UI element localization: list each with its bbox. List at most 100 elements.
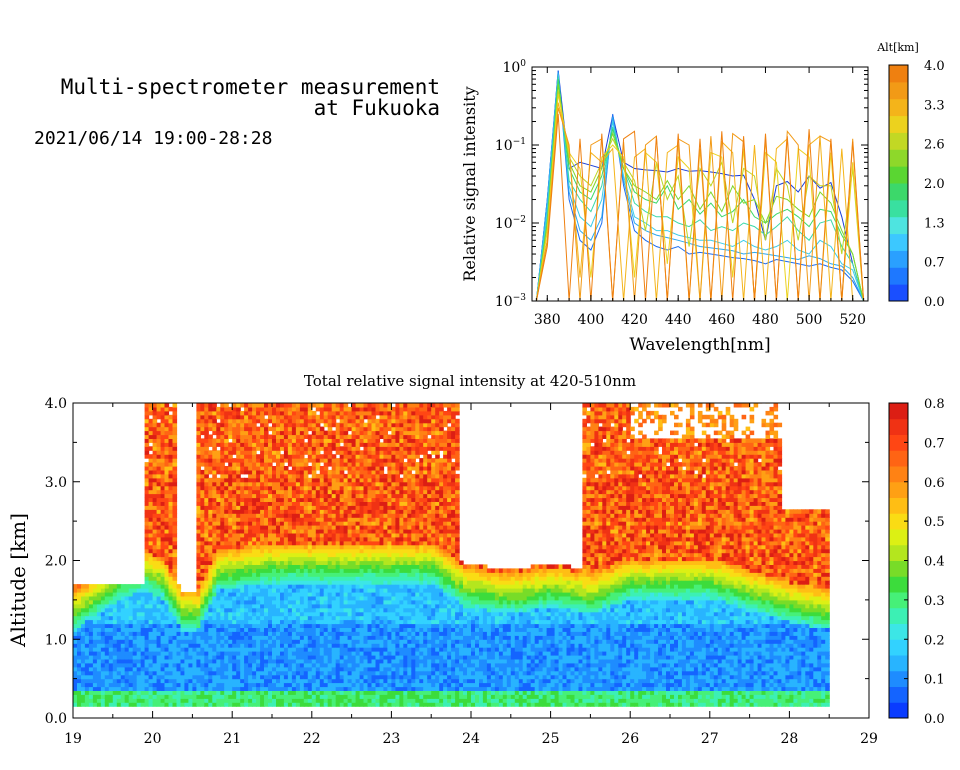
heatmap-cell xyxy=(343,611,349,617)
heatmap-cell xyxy=(311,568,317,573)
heatmap-cell xyxy=(148,509,154,514)
heatmap-cell xyxy=(228,690,233,695)
heatmap-cell xyxy=(148,674,154,680)
heatmap-cell xyxy=(176,631,182,636)
heatmap-cell xyxy=(152,615,158,621)
heatmap-cell xyxy=(104,592,110,597)
heatmap-cell xyxy=(327,686,333,691)
heatmap-cell xyxy=(339,595,345,601)
heatmap-cell xyxy=(359,592,365,597)
heatmap-cell xyxy=(132,615,138,621)
heatmap-cell xyxy=(204,430,209,436)
heatmap-cell xyxy=(164,536,170,542)
heatmap-cell xyxy=(295,690,301,695)
heatmap-cell xyxy=(212,690,217,695)
heatmap-cell xyxy=(77,603,82,609)
heatmap-cell xyxy=(327,674,333,680)
heatmap-cell xyxy=(204,438,209,443)
heatmap-cell xyxy=(212,599,217,605)
heatmap-cell xyxy=(299,442,305,447)
heatmap-cell xyxy=(371,603,377,609)
heatmap-cell xyxy=(132,682,138,688)
heatmap-cell xyxy=(196,655,201,660)
heatmap-cell xyxy=(168,556,174,562)
heatmap-cell xyxy=(268,548,273,554)
heatmap-cell xyxy=(224,430,229,436)
heatmap-cell xyxy=(264,698,269,703)
heatmap-cell xyxy=(168,670,174,676)
heatmap-cell xyxy=(244,576,249,581)
heatmap-cell xyxy=(319,410,325,416)
heatmap-cell xyxy=(196,521,201,526)
heatmap-cell xyxy=(148,666,154,672)
heatmap-cell xyxy=(228,481,233,487)
heatmap-cell xyxy=(260,505,265,510)
heatmap-cell xyxy=(287,674,293,680)
heatmap-cell xyxy=(212,635,217,640)
heatmap-cell xyxy=(371,513,377,518)
heatmap-cell xyxy=(283,572,289,577)
heatmap-cell xyxy=(208,481,213,487)
heatmap-cell xyxy=(307,422,313,428)
heatmap-cell xyxy=(196,592,201,597)
heatmap-cell xyxy=(184,674,189,680)
heatmap-cell xyxy=(351,450,357,455)
heatmap-cell xyxy=(299,651,305,656)
heatmap-cell xyxy=(228,473,233,479)
heatmap-cell xyxy=(335,410,341,416)
heatmap-cell xyxy=(264,418,269,424)
heatmap-cell xyxy=(220,501,225,506)
heatmap-cell xyxy=(371,631,377,636)
heatmap-cell xyxy=(204,544,209,550)
heatmap-cell xyxy=(77,666,82,672)
heatmap-cell xyxy=(192,698,197,703)
heatmap-cell xyxy=(339,580,345,585)
heatmap-cell xyxy=(232,418,237,424)
heatmap-cell xyxy=(319,513,325,518)
heatmap-cell xyxy=(303,584,309,589)
heatmap-cell xyxy=(343,497,349,502)
heatmap-cell xyxy=(112,595,118,601)
heatmap-cell xyxy=(77,639,82,644)
heatmap-cell xyxy=(160,493,166,499)
heatmap-cell xyxy=(164,647,170,652)
heatmap-cell xyxy=(208,651,213,656)
heatmap-cell xyxy=(363,442,369,447)
heatmap-cell xyxy=(347,473,353,479)
heatmap-cell xyxy=(224,513,229,518)
heatmap-cell xyxy=(371,599,377,605)
heatmap-cell xyxy=(347,521,353,526)
heatmap-cell xyxy=(208,678,213,684)
heatmap-cell xyxy=(331,639,337,644)
heatmap-cell xyxy=(152,662,158,668)
heatmap-cell xyxy=(100,678,106,684)
heatmap-cell xyxy=(152,505,158,510)
heatmap-cell xyxy=(208,690,213,695)
alt-colorbar-label: 4.0 xyxy=(924,59,945,74)
spectrum-line-3 xyxy=(535,74,865,301)
heatmap-cell xyxy=(104,584,110,589)
heatmap-cell xyxy=(367,674,373,680)
heatmap-cell xyxy=(232,438,237,443)
heatmap-cell xyxy=(204,702,209,707)
heatmap-cell xyxy=(224,647,229,652)
heatmap-cell xyxy=(351,698,357,703)
spectrum-line-11 xyxy=(535,113,865,301)
heatmap-cell xyxy=(367,686,373,691)
heatmap-cell xyxy=(331,493,337,499)
heatmap-cell xyxy=(73,651,78,656)
heatmap-cell xyxy=(351,655,357,660)
heatmap-cell xyxy=(152,623,158,628)
heatmap-cell xyxy=(280,556,285,562)
heatmap-cell xyxy=(359,658,365,664)
heatmap-cell xyxy=(327,588,333,593)
heatmap-cell xyxy=(100,651,106,656)
heatmap-cell xyxy=(299,446,305,451)
heatmap-cell xyxy=(287,422,293,428)
heatmap-cell xyxy=(260,564,265,569)
heatmap-cell xyxy=(335,603,341,609)
heatmap-cell xyxy=(236,481,241,487)
heatmap-cell xyxy=(287,462,293,467)
heatmap-cell xyxy=(351,556,357,562)
heatmap-cell xyxy=(303,529,309,534)
